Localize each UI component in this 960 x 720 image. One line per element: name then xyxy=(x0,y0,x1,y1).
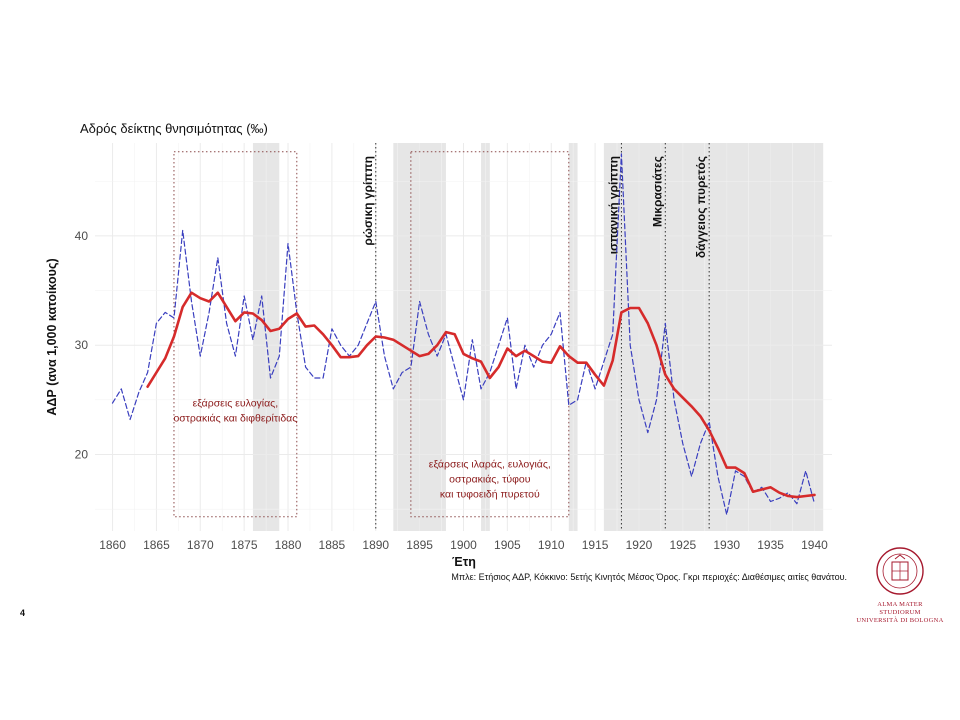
logo-line-2: UNIVERSITÀ DI BOLOGNA xyxy=(856,617,944,624)
x-tick-label: 1935 xyxy=(757,538,784,552)
x-tick-label: 1870 xyxy=(187,538,214,552)
grid-lines xyxy=(95,143,832,531)
x-tick-label: 1885 xyxy=(319,538,346,552)
series-lines xyxy=(111,153,816,516)
y-axis-title: ΑΔΡ (ανα 1,000 κατοίκους) xyxy=(45,258,59,415)
x-tick-label: 1925 xyxy=(669,538,696,552)
series-line-annual xyxy=(111,153,816,516)
x-axis-title: Έτη xyxy=(452,555,476,569)
page-number: 4 xyxy=(20,608,26,618)
event-label-0: ρώσικη γρίππη xyxy=(361,156,375,246)
event-label-2: Μικρασιάτες xyxy=(650,156,664,227)
annotation-text-1-2: και τυφοειδή πυρετού xyxy=(440,489,540,501)
event-label-3: δάγγειος πυρετός xyxy=(694,156,708,258)
mortality-chart: εξάρσεις ευλογίας, οστρακιάς και διφθερίτ… xyxy=(45,121,847,582)
x-tick-label: 1900 xyxy=(450,538,477,552)
annotation-text-1-0: εξάρσεις ιλαράς, ευλογιάς, xyxy=(429,459,551,471)
x-tick-label: 1910 xyxy=(538,538,565,552)
x-tick-label: 1880 xyxy=(275,538,302,552)
chart-caption: Μπλε: Ετήσιος ΑΔΡ, Κόκκινο: 5ετής Κινητό… xyxy=(451,572,847,582)
event-label-1: ισπανική γρίππη xyxy=(606,156,620,254)
y-tick-label: 30 xyxy=(75,338,89,352)
annotation-box-1 xyxy=(410,151,570,518)
university-logo: ALMA MATER STUDIORUM UNIVERSITÀ DI BOLOG… xyxy=(856,546,944,625)
x-tick-label: 1895 xyxy=(406,538,433,552)
university-seal-icon xyxy=(876,547,924,595)
chart-title: Αδρός δείκτης θνησιμότητας (‰) xyxy=(80,121,268,136)
annotation-text-0-0: εξάρσεις ευλογίας, xyxy=(193,397,279,409)
series-line-moving-average xyxy=(146,291,816,499)
x-tick-label: 1890 xyxy=(362,538,389,552)
event-lines: ρώσικη γρίππη ισπανική γρίππη Μικρασιάτες δ… xyxy=(361,143,710,531)
logo-line-1: ALMA MATER STUDIORUM xyxy=(877,601,923,616)
y-tick-label: 40 xyxy=(75,229,89,243)
x-tick-label: 1905 xyxy=(494,538,521,552)
annotation-text-1-1: οστρακιάς, τύφου xyxy=(449,474,531,486)
annotation-boxes: εξάρσεις ευλογίας, οστρακιάς και διφθερίτ… xyxy=(173,151,570,518)
x-tick-label: 1940 xyxy=(801,538,828,552)
x-tick-label: 1865 xyxy=(143,538,170,552)
shaded-period-4 xyxy=(603,143,824,531)
x-tick-label: 1915 xyxy=(582,538,609,552)
x-tick-label: 1875 xyxy=(231,538,258,552)
annotation-text-0-1: οστρακιάς και διφθερίτιδας xyxy=(173,412,297,424)
x-tick-label: 1930 xyxy=(713,538,740,552)
tick-labels: 1860 1865 1870 1875 1880 1885 1890 1895 1900 1905… xyxy=(75,229,828,552)
x-tick-label: 1920 xyxy=(626,538,653,552)
x-tick-label: 1860 xyxy=(99,538,126,552)
y-tick-label: 20 xyxy=(75,447,89,461)
